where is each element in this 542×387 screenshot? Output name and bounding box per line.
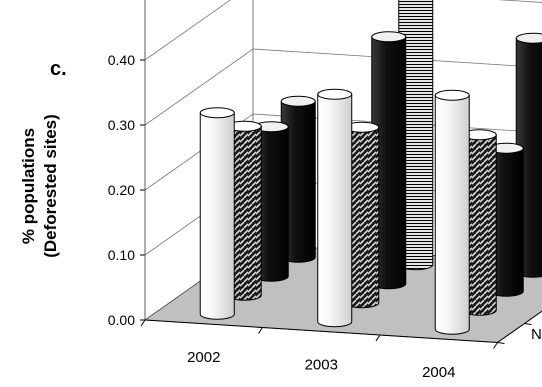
x-tick xyxy=(376,335,380,341)
y-tick-label: 0.50 xyxy=(108,0,135,3)
bar-top xyxy=(516,33,542,43)
x-tick-label: 2004 xyxy=(422,364,455,381)
x-tick-label: 2003 xyxy=(305,356,338,373)
bar-none-2004 xyxy=(435,90,469,334)
panel-label: c. xyxy=(50,58,67,80)
bar-body xyxy=(318,94,352,327)
y-axis-title-line: (Deforested sites) xyxy=(41,114,60,258)
y-axis-title: % populations(Deforested sites) xyxy=(19,114,60,258)
x-tick xyxy=(259,328,263,334)
y-tick-label: 0.00 xyxy=(108,312,135,328)
bar-top xyxy=(281,96,315,106)
depth-tick xyxy=(525,324,532,325)
y-tick-label: 0.10 xyxy=(108,247,135,263)
y-tick-label: 0.30 xyxy=(108,117,135,133)
bar-none-2002 xyxy=(200,108,234,320)
x-tick xyxy=(141,320,145,326)
depth-tick xyxy=(498,343,505,344)
x-tick xyxy=(494,343,498,349)
bar-body xyxy=(200,113,234,320)
x-tick-label: 2002 xyxy=(187,349,220,366)
bar-none-2003 xyxy=(318,89,352,327)
bar-top xyxy=(435,90,469,100)
bar-body xyxy=(435,95,469,334)
y-axis-title-line: % populations xyxy=(19,128,38,244)
bar-top xyxy=(200,108,234,118)
series-label-none: None xyxy=(531,326,542,343)
bar-top xyxy=(318,89,352,99)
y-tick-label: 0.20 xyxy=(108,182,135,198)
bar-top xyxy=(372,32,406,42)
y-tick-label: 0.40 xyxy=(108,52,135,68)
